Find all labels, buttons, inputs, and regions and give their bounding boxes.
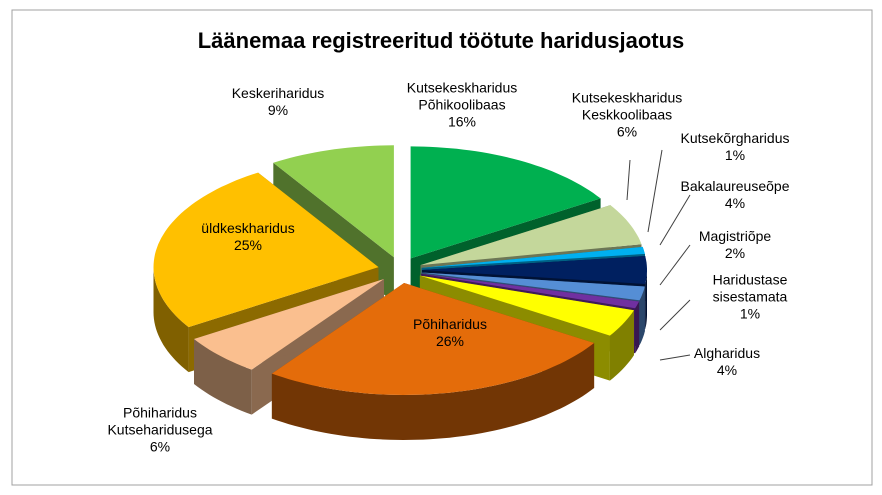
leader-line xyxy=(659,194,691,246)
slice-top xyxy=(420,205,642,266)
slice-label: Kutsekõrgharidus 1% xyxy=(681,130,790,164)
value-label: 1% xyxy=(724,147,746,163)
slice-label: Põhiharidus Kutseharidusega 6% xyxy=(107,405,212,456)
category-label: Kutsekeskharidus Põhikoolibaas xyxy=(406,79,518,113)
category-label: Keskeriharidus xyxy=(231,85,325,101)
slice-top xyxy=(410,146,601,259)
value-label: 9% xyxy=(267,102,289,118)
value-label: 2% xyxy=(724,245,746,261)
category-label: Kutsekeskharidus Keskkoolibaas xyxy=(571,89,683,123)
slice-top xyxy=(194,279,384,370)
slice-top xyxy=(421,246,645,268)
slice-label: Põhiharidus 26% xyxy=(413,316,487,350)
slice-label: Algharidus 4% xyxy=(694,345,760,379)
slice-wall xyxy=(645,270,647,329)
value-label: 4% xyxy=(724,195,746,211)
leader-line xyxy=(626,159,631,201)
value-label: 25% xyxy=(233,237,263,253)
slice-label: Kutsekeskharidus Keskkoolibaas 6% xyxy=(572,90,683,141)
slice-label: üldkeskharidus 25% xyxy=(201,220,294,254)
leader-line xyxy=(659,354,691,361)
leader-line xyxy=(659,244,691,286)
slice-label: Bakalaureuseõpe 4% xyxy=(681,178,790,212)
slice-top xyxy=(422,256,647,284)
category-label: Bakalaureuseõpe xyxy=(680,178,790,194)
category-label: Kutsekõrgharidus xyxy=(680,130,790,146)
slice-label: Kutsekeskharidus Põhikoolibaas 16% xyxy=(407,80,518,131)
slice-top xyxy=(273,145,394,258)
slice-label: Haridustase sisestamata 1% xyxy=(713,272,788,323)
slice-label: Keskeriharidus 9% xyxy=(232,85,325,119)
value-label: 6% xyxy=(149,438,171,455)
slice-wall xyxy=(153,267,189,373)
slice-top xyxy=(421,272,645,301)
category-label: Põhiharidus xyxy=(413,316,487,332)
slice-wall xyxy=(635,301,640,354)
category-label: Põhiharidus Kutseharidusega xyxy=(107,404,213,438)
pie-slice xyxy=(271,283,595,440)
category-label: Haridustase sisestamata xyxy=(712,271,788,305)
slice-wall xyxy=(194,339,252,415)
value-label: 1% xyxy=(739,305,761,322)
slice-wall xyxy=(639,286,645,346)
category-label: üldkeskharidus xyxy=(201,220,295,236)
slice-top xyxy=(271,283,595,395)
slice-top xyxy=(419,275,634,336)
leader-line xyxy=(647,149,663,233)
category-label: Algharidus xyxy=(693,345,761,361)
value-label: 6% xyxy=(616,123,638,140)
slice-wall xyxy=(271,343,595,440)
value-label: 26% xyxy=(435,333,465,349)
slice-top xyxy=(153,172,379,328)
slice-wall xyxy=(609,310,634,381)
slice-label: Magistriõpe 2% xyxy=(699,228,771,262)
value-label: 4% xyxy=(716,362,738,378)
chart-title: Läänemaa registreeritud töötute haridusj… xyxy=(197,28,685,53)
slice-top xyxy=(421,273,640,309)
value-label: 16% xyxy=(447,113,477,130)
category-label: Magistriõpe xyxy=(698,228,772,244)
leader-line xyxy=(659,299,691,331)
